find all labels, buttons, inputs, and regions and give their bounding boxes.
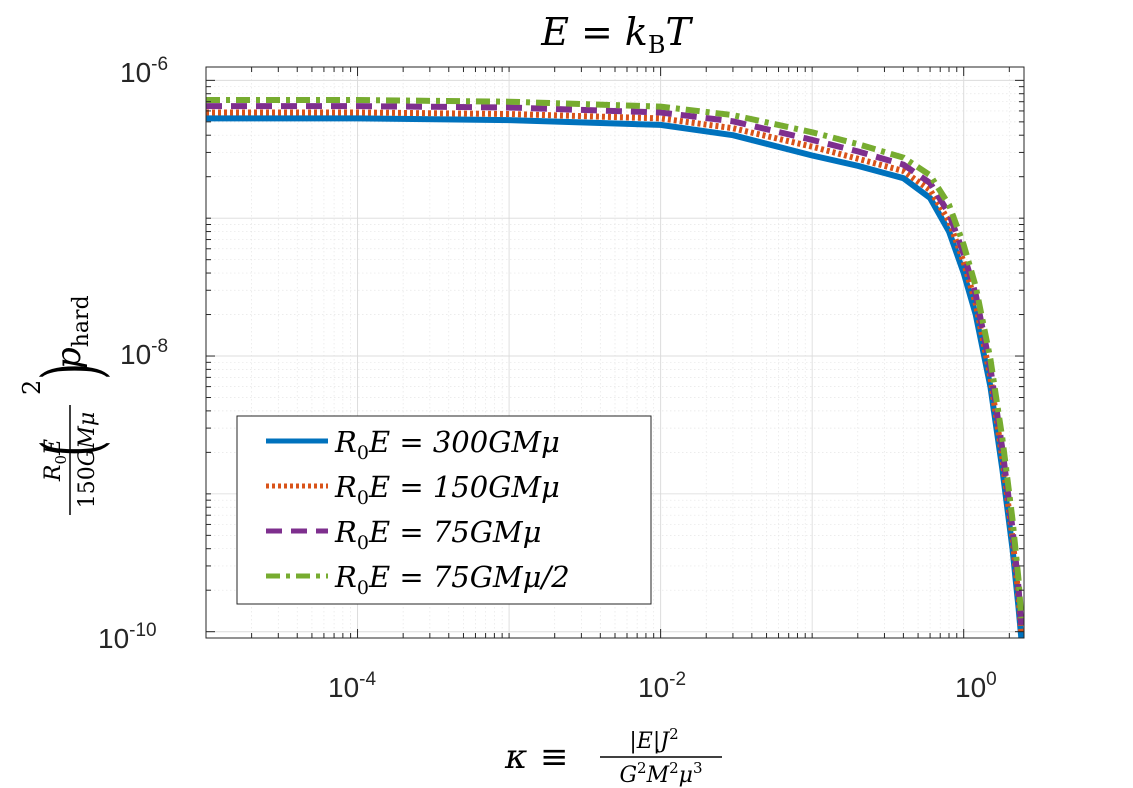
svg-text:R0E = 150GMμ: R0E = 150GMμ bbox=[334, 470, 560, 509]
series-line-3 bbox=[206, 103, 1025, 627]
svg-text:R0E = 75GMμ: R0E = 75GMμ bbox=[334, 515, 541, 554]
svg-text:(: ( bbox=[26, 440, 116, 457]
y-tick-labels: 10-6 10-8 10-10 bbox=[98, 54, 168, 654]
y-tick-label-1e-6: 10-6 bbox=[120, 54, 168, 88]
x-tick-label-1e-4: 10-4 bbox=[328, 669, 376, 703]
chart-title: E = kBT bbox=[540, 10, 693, 59]
x-tick-label-1e0: 100 bbox=[955, 669, 997, 703]
svg-text:150GMμ: 150GMμ bbox=[75, 412, 100, 508]
svg-text:G2M2μ3: G2M2μ3 bbox=[619, 759, 702, 788]
series-line-2 bbox=[206, 109, 1025, 632]
svg-text:R0E = 300GMμ: R0E = 300GMμ bbox=[334, 425, 560, 464]
legend-entry: R0E = 150GMμ bbox=[266, 470, 560, 509]
svg-text:κ: κ bbox=[504, 737, 527, 777]
svg-text:≡: ≡ bbox=[540, 737, 569, 777]
legend-entry: R0E = 300GMμ bbox=[266, 425, 560, 464]
legend-box bbox=[236, 415, 652, 605]
svg-text:phard: phard bbox=[49, 295, 94, 369]
legend-entry: R0E = 75GMμ bbox=[266, 515, 541, 554]
svg-text:): ) bbox=[26, 363, 116, 380]
svg-text:|E|J2: |E|J2 bbox=[629, 725, 678, 754]
axis-ticks bbox=[205, 67, 1024, 639]
series-layer bbox=[206, 97, 1025, 639]
svg-text:R0E: R0E bbox=[41, 439, 70, 482]
legend-entry: R0E = 75GMμ/2 bbox=[266, 560, 570, 599]
y-tick-label-1e-8: 10-8 bbox=[120, 336, 168, 370]
y-tick-label-1e-10: 10-10 bbox=[98, 620, 157, 654]
x-axis-label: κ ≡ |E|J2 G2M2μ3 bbox=[504, 725, 722, 788]
svg-text:2: 2 bbox=[18, 380, 46, 395]
svg-text:R0E = 75GMμ/2: R0E = 75GMμ/2 bbox=[334, 560, 570, 599]
y-axis-label: ( R0E 150GMμ ) 2 phard bbox=[18, 295, 117, 515]
x-tick-label-1e-2: 10-2 bbox=[638, 669, 686, 703]
x-tick-labels: 10-4 10-2 100 bbox=[328, 669, 997, 703]
legend: R0E = 300GMμ R0E = 150GMμ R0E = 75GMμ R0… bbox=[236, 415, 652, 605]
